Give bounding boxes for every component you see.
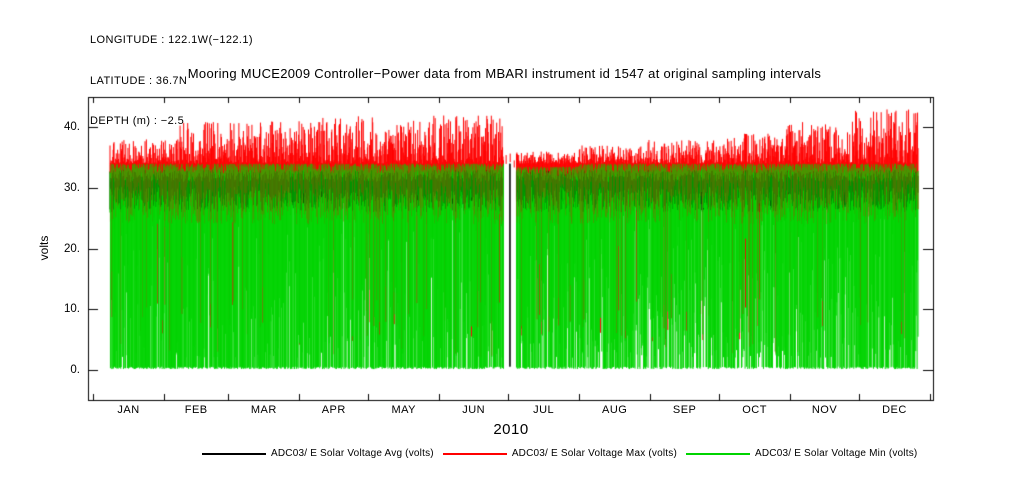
y-tick-label: 0. — [70, 363, 80, 376]
x-tick-label-dec: DEC — [882, 404, 907, 416]
y-tick-label: 30. — [64, 181, 80, 194]
legend-line-min — [686, 452, 751, 455]
x-tick-label-nov: NOV — [811, 404, 838, 416]
x-tick-label-aug: AUG — [602, 404, 628, 416]
x-tick-label-jul: JUL — [533, 404, 555, 416]
x-tick-label-apr: APR — [321, 404, 346, 416]
x-tick-label-mar: MAR — [250, 404, 277, 416]
metadata-block: LONGITUDE : 122.1W(−122.1) LATITUDE : 36… — [90, 7, 253, 156]
legend-item-min: ADC03/ E Solar Voltage Min (volts) — [686, 448, 917, 459]
legend-line-avg — [202, 452, 266, 455]
x-axis-year-label: 2010 — [493, 421, 529, 438]
legend-label-min: ADC03/ E Solar Voltage Min (volts) — [755, 448, 918, 459]
legend-label-max: ADC03/ E Solar Voltage Max (volts) — [511, 448, 678, 459]
legend-item-avg: ADC03/ E Solar Voltage Avg (volts) — [202, 448, 434, 459]
x-tick-label-may: MAY — [391, 404, 416, 416]
legend-label-avg: ADC03/ E Solar Voltage Avg (volts) — [271, 448, 434, 459]
y-tick-label: 40. — [64, 121, 80, 134]
x-tick-label-sep: SEP — [672, 404, 697, 416]
latitude-label: LATITUDE : 36.7N — [90, 74, 188, 87]
depth-label: DEPTH (m) : −2.5 — [90, 115, 185, 127]
x-tick-label-jun: JUN — [462, 404, 486, 416]
y-tick-label: 20. — [64, 242, 80, 255]
legend-line-max — [442, 452, 507, 455]
legend: ADC03/ E Solar Voltage Avg (volts) ADC03/… — [202, 448, 917, 459]
chart-title: Mooring MUCE2009 Controller−Power data f… — [187, 66, 822, 81]
x-tick-label-feb: FEB — [184, 404, 208, 416]
legend-item-max: ADC03/ E Solar Voltage Max (volts) — [442, 448, 678, 459]
y-tick-label: 10. — [64, 303, 80, 316]
x-tick-label-jan: JAN — [117, 404, 140, 416]
x-tick-label-oct: OCT — [742, 404, 767, 416]
longitude-label: LONGITUDE : 122.1W(−122.1) — [90, 34, 253, 46]
